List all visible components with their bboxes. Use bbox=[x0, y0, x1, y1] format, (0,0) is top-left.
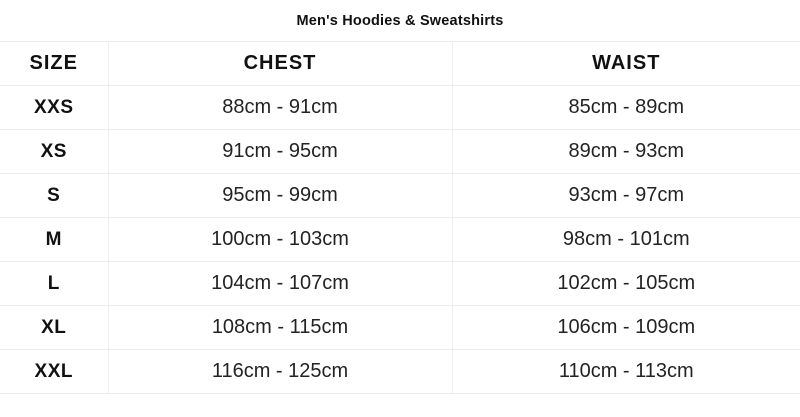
table-row: XXS 88cm - 91cm 85cm - 89cm bbox=[0, 85, 800, 130]
table-row: L 104cm - 107cm 102cm - 105cm bbox=[0, 261, 800, 306]
waist-cell: 85cm - 89cm bbox=[452, 85, 800, 130]
size-cell: S bbox=[0, 173, 108, 218]
chest-cell: 95cm - 99cm bbox=[107, 173, 453, 218]
size-cell: XXL bbox=[0, 349, 108, 394]
table-row: M 100cm - 103cm 98cm - 101cm bbox=[0, 217, 800, 262]
table-row: XS 91cm - 95cm 89cm - 93cm bbox=[0, 129, 800, 174]
size-chart-table: SIZE CHEST WAIST XXS 88cm - 91cm 85cm - … bbox=[0, 41, 800, 394]
chest-cell: 116cm - 125cm bbox=[107, 349, 453, 394]
table-row: XXL 116cm - 125cm 110cm - 113cm bbox=[0, 349, 800, 394]
chest-cell: 100cm - 103cm bbox=[107, 217, 453, 262]
waist-cell: 102cm - 105cm bbox=[452, 261, 800, 306]
column-header-waist: WAIST bbox=[452, 41, 800, 86]
column-header-chest: CHEST bbox=[107, 41, 453, 86]
size-cell: M bbox=[0, 217, 108, 262]
size-cell: XXS bbox=[0, 85, 108, 130]
waist-cell: 110cm - 113cm bbox=[452, 349, 800, 394]
column-header-size: SIZE bbox=[0, 41, 108, 86]
table-row: S 95cm - 99cm 93cm - 97cm bbox=[0, 173, 800, 218]
chest-cell: 88cm - 91cm bbox=[107, 85, 453, 130]
page-title: Men's Hoodies & Sweatshirts bbox=[296, 13, 504, 29]
size-cell: XS bbox=[0, 129, 108, 174]
waist-cell: 98cm - 101cm bbox=[452, 217, 800, 262]
chest-cell: 91cm - 95cm bbox=[107, 129, 453, 174]
chest-cell: 108cm - 115cm bbox=[107, 305, 453, 350]
waist-cell: 89cm - 93cm bbox=[452, 129, 800, 174]
size-cell: XL bbox=[0, 305, 108, 350]
table-header-row: SIZE CHEST WAIST bbox=[0, 41, 800, 86]
waist-cell: 106cm - 109cm bbox=[452, 305, 800, 350]
chest-cell: 104cm - 107cm bbox=[107, 261, 453, 306]
size-cell: L bbox=[0, 261, 108, 306]
table-row: XL 108cm - 115cm 106cm - 109cm bbox=[0, 305, 800, 350]
waist-cell: 93cm - 97cm bbox=[452, 173, 800, 218]
